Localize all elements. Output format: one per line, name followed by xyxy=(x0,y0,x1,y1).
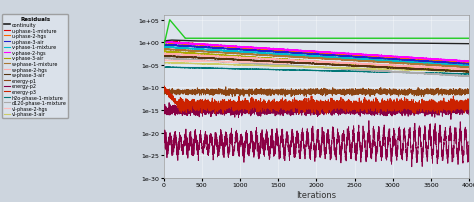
X-axis label: Iterations: Iterations xyxy=(296,190,337,199)
Legend: continuity, u-phase-1-mixture, u-phase-2-hgs, u-phase-3-air, v-phase-1-mixture, : continuity, u-phase-1-mixture, u-phase-2… xyxy=(2,15,68,119)
